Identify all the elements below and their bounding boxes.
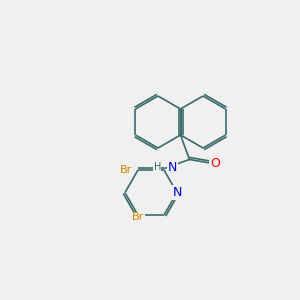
Text: Br: Br	[132, 212, 144, 222]
Text: H: H	[154, 162, 161, 172]
Text: N: N	[168, 161, 177, 174]
Text: Br: Br	[120, 165, 132, 175]
Text: N: N	[172, 186, 182, 199]
Text: O: O	[210, 158, 220, 170]
